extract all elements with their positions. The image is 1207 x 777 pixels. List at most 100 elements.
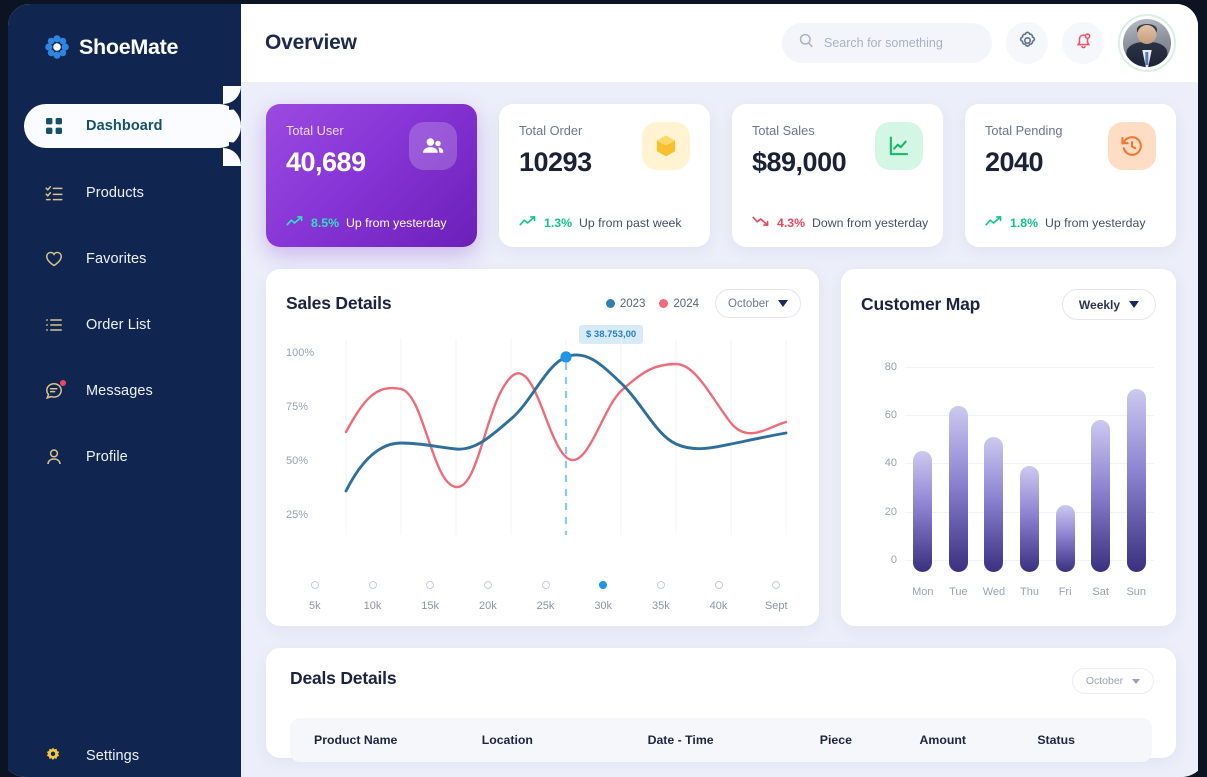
search-icon	[798, 32, 815, 54]
customer-map-period-value: Weekly	[1078, 297, 1121, 312]
stat-card-total-user: Total User 40,689	[266, 104, 477, 247]
trend-up-icon	[985, 215, 1003, 230]
x-tick: 20k	[459, 581, 517, 612]
x-tick-dot[interactable]	[368, 581, 377, 589]
gear-icon	[1017, 30, 1038, 56]
legend-label: 2023	[619, 297, 646, 310]
customer-map-period-select[interactable]: Weekly	[1062, 289, 1156, 320]
search-input[interactable]	[824, 36, 976, 50]
bar-column	[905, 367, 941, 572]
y-tick-label: 60	[884, 409, 897, 422]
sales-card-header: Sales Details 2023 2024	[286, 289, 801, 318]
bar-column	[1012, 367, 1048, 572]
chart-icon-badge	[875, 122, 923, 170]
bar-mon[interactable]	[913, 451, 933, 572]
stat-label: Total Order	[519, 123, 583, 138]
x-tick-label: Sat	[1092, 586, 1109, 598]
message-badge-dot	[60, 380, 66, 386]
chevron-down-icon	[1129, 301, 1140, 308]
sales-month-select[interactable]: October	[715, 289, 801, 318]
sales-title: Sales Details	[286, 293, 392, 313]
column-header-date-time: Date - Time	[647, 733, 714, 747]
y-tick-label: 80	[884, 361, 897, 373]
sidebar-item-messages[interactable]: Messages	[8, 370, 241, 412]
notifications-button[interactable]	[1062, 22, 1104, 64]
sales-month-value: October	[728, 297, 769, 310]
legend-label: 2024	[673, 297, 699, 310]
x-tick-label: Sun	[1126, 586, 1147, 598]
stat-delta-text: Up from yesterday	[346, 215, 447, 230]
customer-map-title: Customer Map	[861, 294, 981, 314]
x-tick-dot[interactable]	[599, 581, 608, 589]
sidebar-item-dashboard[interactable]: Dashboard	[24, 86, 241, 166]
x-tick-label: Thu	[1020, 586, 1039, 598]
x-tick-dot[interactable]	[426, 581, 435, 589]
legend-item-2023: 2023	[605, 297, 646, 310]
stat-delta: 1.3% Up from past week	[519, 215, 682, 230]
sidebar-item-label: Favorites	[86, 251, 147, 267]
bar-thu[interactable]	[1020, 465, 1040, 572]
x-tick: 40k	[690, 581, 748, 612]
deals-month-select[interactable]: October	[1072, 668, 1154, 694]
message-icon	[44, 380, 66, 401]
column-header-product-name: Product Name	[314, 733, 398, 747]
brand-name: ShoeMate	[79, 34, 179, 59]
sidebar-item-settings[interactable]: Settings	[8, 735, 241, 777]
sales-line-chart: 100% 75% 50% 25% $ 38.753,00	[286, 325, 805, 626]
x-tick-label: 5k	[309, 600, 321, 612]
x-tick-dot[interactable]	[714, 581, 723, 589]
box-icon-badge	[642, 122, 690, 170]
gear-icon	[44, 746, 64, 766]
stat-delta-text: Up from yesterday	[1045, 215, 1146, 230]
x-tick-label: 40k	[709, 600, 728, 612]
customer-map-card: Customer Map Weekly	[841, 269, 1176, 626]
y-tick-label: 0	[890, 553, 897, 566]
column-header-amount: Amount	[919, 733, 966, 747]
sidebar-item-order-list[interactable]: Order List	[8, 304, 241, 346]
x-tick-selected: 30k	[574, 581, 632, 612]
bar-sun[interactable]	[1126, 388, 1146, 572]
x-tick-label: 15k	[421, 600, 440, 612]
users-icon-badge	[409, 122, 457, 170]
x-tick-dot[interactable]	[656, 581, 665, 589]
deals-details-card: Deals Details October Product Name Locat…	[266, 648, 1176, 762]
user-icon	[44, 447, 64, 467]
deals-month-select-inner[interactable]: October	[1072, 668, 1154, 694]
x-tick-dot[interactable]	[772, 581, 781, 589]
bar-tue[interactable]	[948, 405, 968, 572]
bar-sat[interactable]	[1091, 420, 1111, 572]
x-tick-dot[interactable]	[483, 581, 492, 589]
bar-column	[1047, 367, 1083, 572]
customer-map-bar-chart: 80 60 40 20 0	[861, 349, 1158, 612]
settings-button[interactable]	[1006, 22, 1048, 64]
sidebar-item-label: Order List	[86, 317, 151, 333]
sales-chart-svg	[344, 339, 788, 535]
bar-column	[1083, 367, 1119, 572]
bell-icon	[1073, 30, 1094, 56]
stat-delta-value: 1.8%	[1010, 215, 1039, 230]
bar-wed[interactable]	[984, 436, 1004, 572]
product-list-icon	[44, 183, 64, 203]
avatar[interactable]	[1118, 14, 1176, 72]
deals-title: Deals Details	[290, 668, 397, 688]
page-title: Overview	[265, 31, 357, 54]
sales-details-card: Sales Details 2023 2024	[266, 269, 819, 626]
sidebar-item-label: Products	[86, 185, 145, 201]
top-bar-actions	[782, 14, 1176, 72]
deals-table-header: Product Name Location Date - Time Piece …	[290, 718, 1152, 762]
stat-delta: 4.3% Down from yesterday	[752, 215, 928, 230]
y-tick-label: 25%	[286, 509, 309, 521]
bar-fri[interactable]	[1055, 504, 1075, 572]
x-tick: 35k	[632, 581, 690, 612]
sidebar-item-profile[interactable]: Profile	[8, 436, 241, 478]
x-tick: 5k	[286, 581, 344, 612]
sidebar-item-products[interactable]: Products	[8, 172, 241, 214]
x-tick-dot[interactable]	[310, 581, 319, 589]
x-tick-dot[interactable]	[541, 581, 550, 589]
trend-up-icon	[519, 215, 537, 230]
search-box[interactable]	[782, 23, 992, 63]
sidebar-item-favorites[interactable]: Favorites	[8, 238, 241, 280]
x-tick: 15k	[401, 581, 459, 612]
sidebar-item-label: Settings	[86, 748, 140, 764]
